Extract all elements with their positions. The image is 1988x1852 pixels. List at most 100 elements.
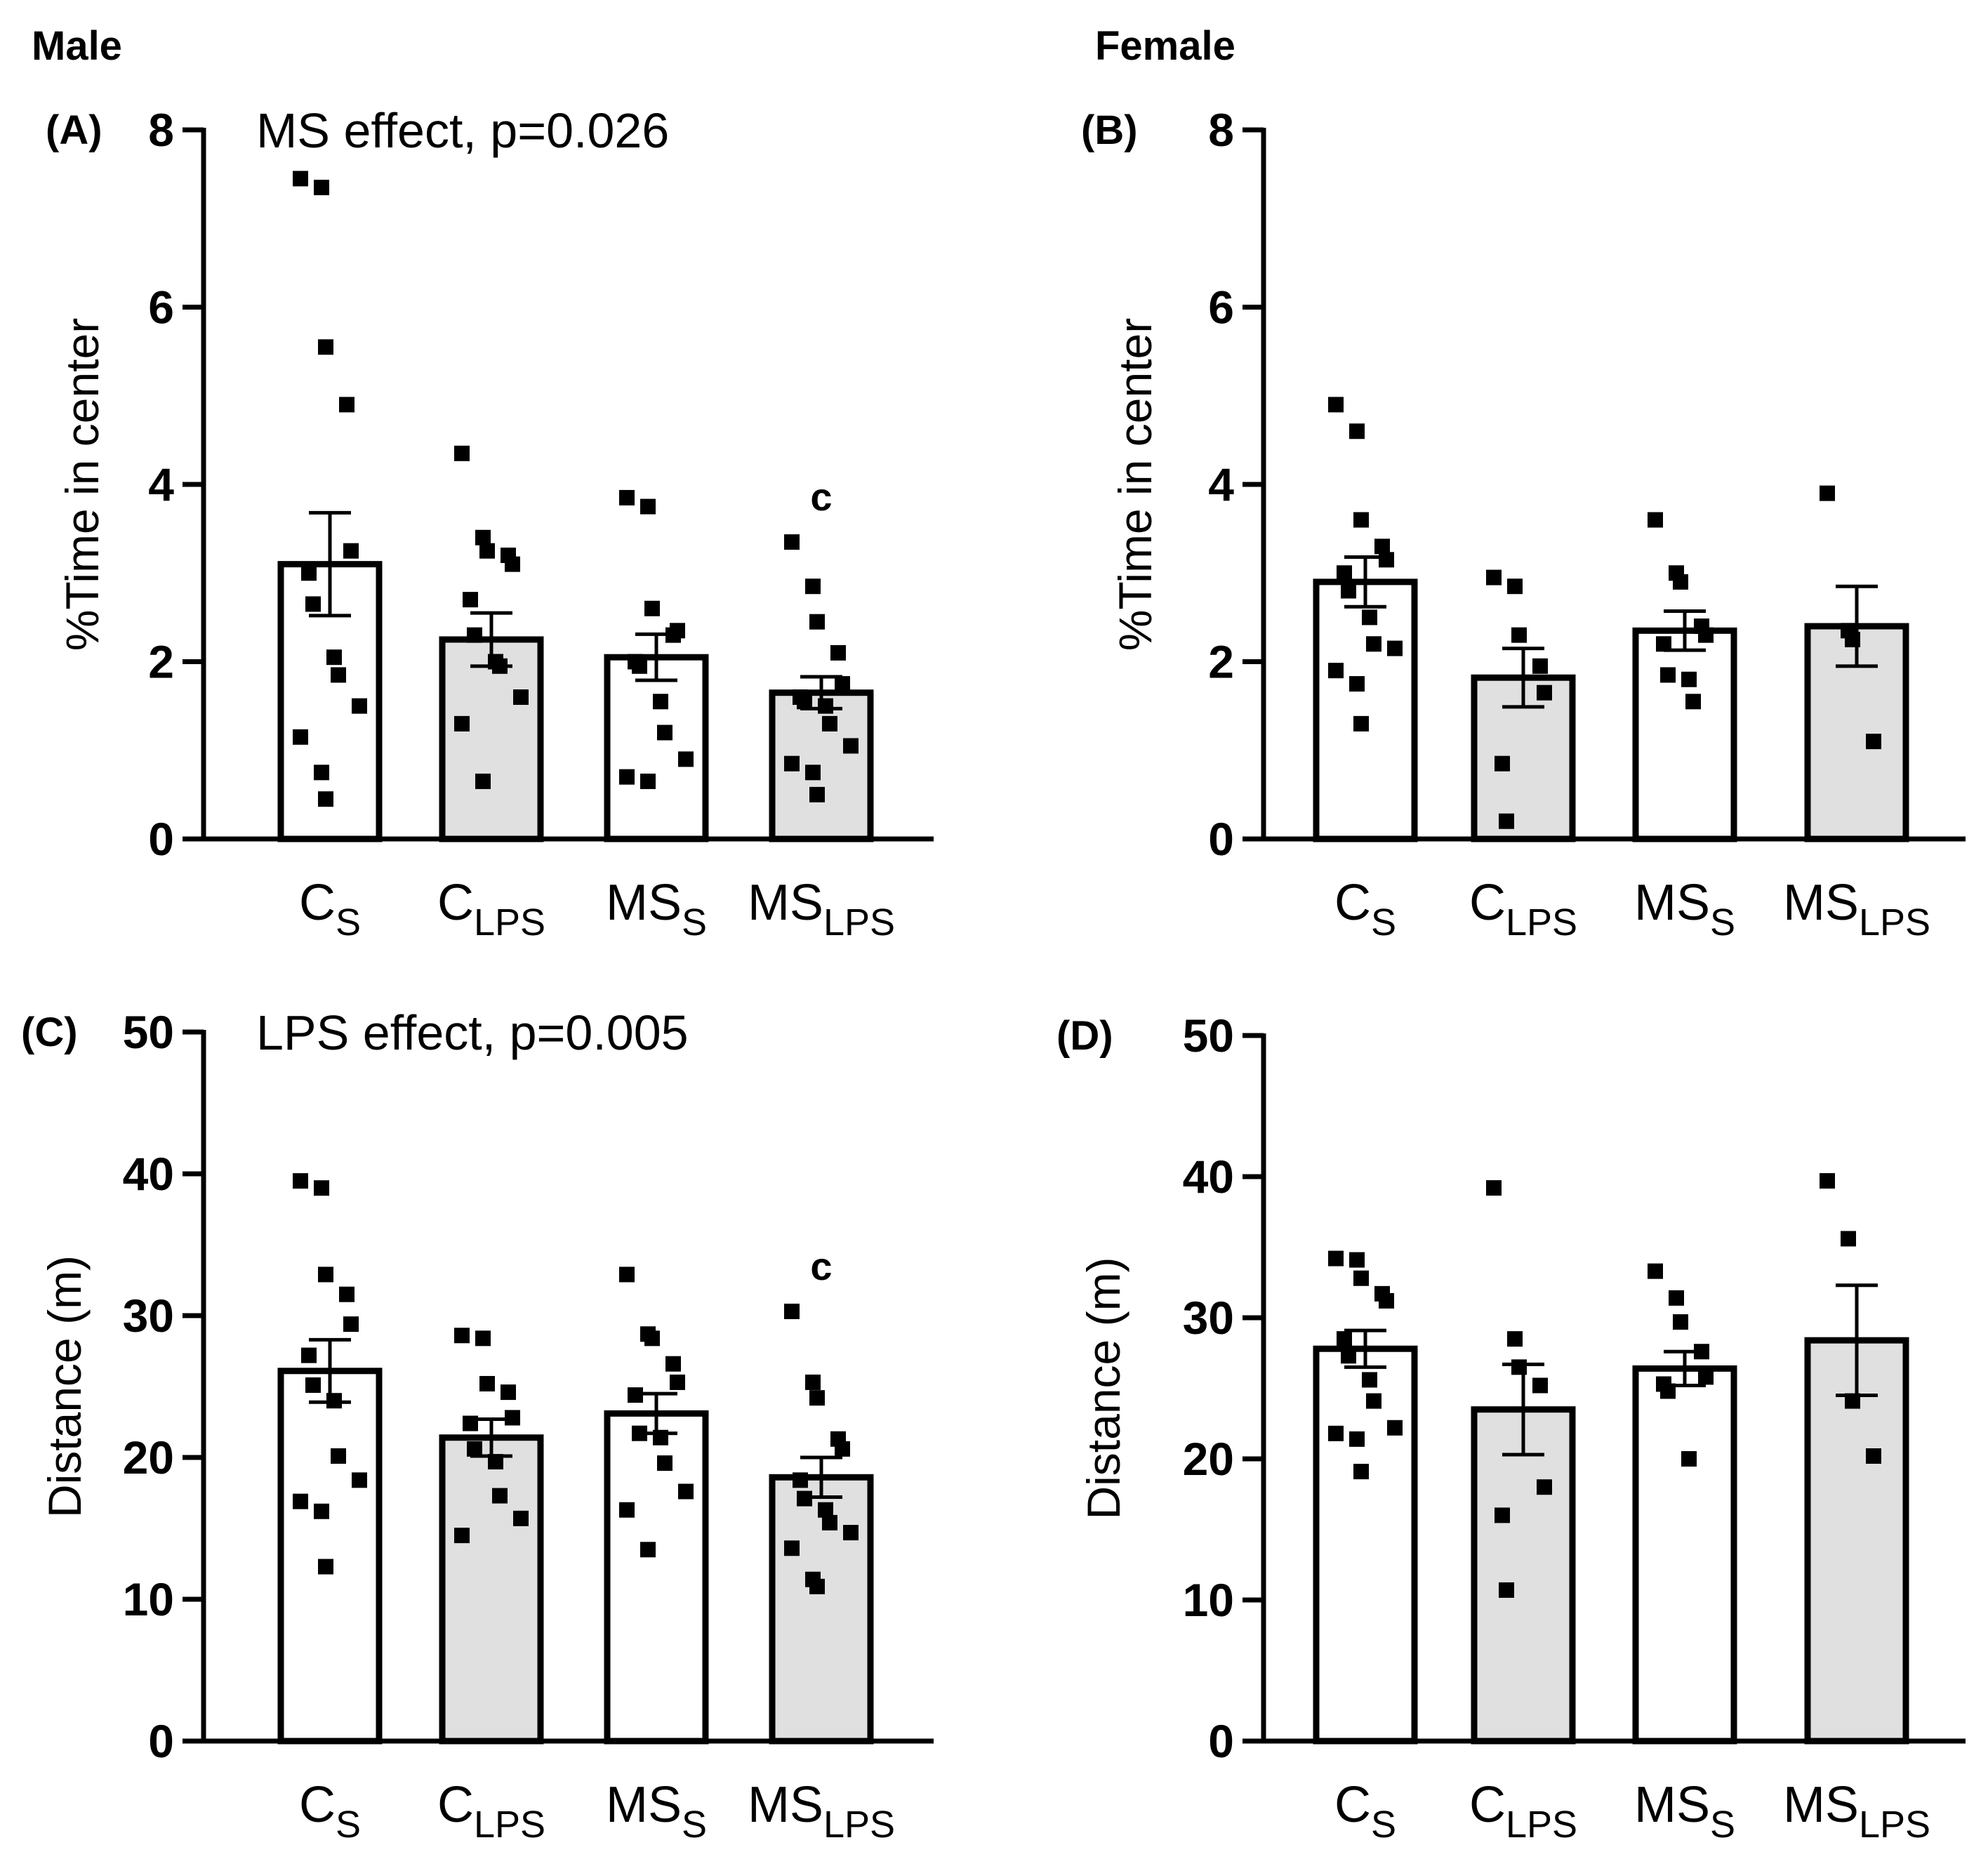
data-point bbox=[1537, 684, 1552, 701]
y-axis-label: %Time in center bbox=[1109, 318, 1161, 651]
data-point bbox=[1669, 1290, 1684, 1306]
panel-b: (B) %Time in center 0 2 4 6 8 CS CLPS MSS MSLPS bbox=[1081, 104, 1966, 944]
data-point bbox=[644, 600, 660, 616]
data-point bbox=[1495, 1507, 1510, 1523]
y-tick-label: 40 bbox=[123, 1148, 174, 1200]
data-point bbox=[326, 649, 342, 666]
data-point bbox=[1656, 636, 1671, 652]
bar bbox=[439, 1434, 544, 1745]
data-point bbox=[488, 1454, 503, 1470]
data-point bbox=[805, 1374, 821, 1390]
effect-annotation: LPS effect, p=0.005 bbox=[256, 1005, 689, 1060]
x-category-label: CLPS bbox=[437, 1777, 545, 1846]
data-point bbox=[318, 791, 333, 807]
panel-label: (C) bbox=[21, 1010, 78, 1055]
data-point bbox=[1866, 1448, 1881, 1464]
data-point bbox=[670, 1374, 685, 1390]
significance-mark: c bbox=[810, 475, 832, 519]
bar bbox=[439, 636, 544, 842]
y-tick-label: 20 bbox=[1183, 1433, 1234, 1485]
data-point bbox=[1328, 1425, 1344, 1441]
data-point bbox=[784, 1540, 800, 1556]
y-axis-label: %Time in center bbox=[56, 318, 108, 651]
data-point bbox=[1820, 485, 1835, 501]
data-point bbox=[619, 489, 635, 505]
data-point bbox=[1820, 1173, 1835, 1189]
bar bbox=[277, 1368, 383, 1745]
data-point bbox=[665, 1356, 681, 1372]
data-point bbox=[818, 1502, 833, 1518]
data-point bbox=[628, 1387, 643, 1403]
data-point bbox=[492, 658, 508, 674]
x-category-label: MSS bbox=[1634, 875, 1735, 944]
data-point bbox=[835, 676, 850, 692]
data-point bbox=[822, 1514, 837, 1530]
data-point bbox=[314, 1503, 329, 1519]
data-point bbox=[1648, 512, 1663, 528]
bar bbox=[604, 654, 709, 842]
x-category-label: MSLPS bbox=[748, 875, 895, 944]
y-tick-label: 0 bbox=[1208, 813, 1234, 865]
data-point bbox=[475, 529, 491, 545]
bar bbox=[1313, 1345, 1418, 1745]
data-point bbox=[784, 755, 800, 772]
bar bbox=[1632, 627, 1737, 842]
data-point bbox=[818, 698, 833, 714]
data-point bbox=[1499, 813, 1514, 829]
panel-label: (D) bbox=[1056, 1013, 1113, 1059]
data-point bbox=[640, 498, 656, 515]
significance-mark: c bbox=[810, 1244, 832, 1288]
data-point bbox=[454, 715, 470, 732]
data-point bbox=[632, 658, 647, 674]
x-category-label: MSS bbox=[606, 875, 707, 944]
data-point bbox=[1353, 715, 1369, 732]
data-point bbox=[784, 1303, 800, 1319]
data-point bbox=[505, 556, 520, 572]
data-point bbox=[1349, 1431, 1365, 1447]
data-point bbox=[1349, 423, 1365, 439]
data-point bbox=[1337, 1331, 1352, 1347]
y-tick-label: 40 bbox=[1183, 1151, 1234, 1203]
data-point bbox=[632, 1425, 647, 1441]
data-point bbox=[331, 1448, 346, 1464]
y-tick-label: 50 bbox=[1183, 1010, 1234, 1061]
data-point bbox=[1845, 1393, 1860, 1409]
effect-annotation: MS effect, p=0.026 bbox=[256, 103, 669, 158]
y-tick-label: 10 bbox=[123, 1573, 174, 1625]
data-point bbox=[1362, 1372, 1377, 1388]
y-tick-label: 8 bbox=[148, 104, 174, 156]
data-point bbox=[1349, 676, 1365, 692]
y-tick-label: 2 bbox=[1208, 636, 1234, 688]
data-point bbox=[1374, 538, 1390, 555]
data-point bbox=[1532, 658, 1548, 674]
x-category-label: MSS bbox=[1634, 1777, 1735, 1846]
data-point bbox=[505, 1410, 520, 1426]
data-point bbox=[339, 1286, 354, 1302]
panel-d: (D) Distance (m) 0 10 20 30 40 50 CS CLPS MSS MSLPS bbox=[1056, 1010, 1966, 1846]
data-point bbox=[1507, 578, 1523, 595]
x-category-label: CS bbox=[1334, 875, 1396, 944]
data-point bbox=[640, 1542, 656, 1558]
data-point bbox=[1511, 1359, 1527, 1375]
data-point bbox=[475, 1330, 491, 1347]
data-point bbox=[1499, 1582, 1514, 1598]
y-tick-label: 6 bbox=[1208, 282, 1234, 333]
data-point bbox=[1681, 1451, 1697, 1467]
data-point bbox=[830, 644, 846, 661]
panel-c: (C) LPS effect, p=0.005 Distance (m) 0 10 20 3… bbox=[21, 1005, 934, 1846]
data-point bbox=[1486, 569, 1502, 586]
data-point bbox=[1694, 1344, 1709, 1360]
data-point bbox=[797, 694, 812, 710]
data-point bbox=[653, 694, 668, 710]
data-point bbox=[513, 689, 529, 705]
x-category-label: CLPS bbox=[437, 875, 545, 944]
data-point bbox=[301, 565, 317, 581]
data-point bbox=[318, 1266, 333, 1283]
data-point bbox=[1841, 1231, 1856, 1247]
y-axis-label: Distance (m) bbox=[1078, 1257, 1129, 1519]
data-point bbox=[657, 1455, 672, 1471]
y-tick-label: 0 bbox=[148, 813, 174, 865]
data-point bbox=[454, 1328, 470, 1344]
data-point bbox=[454, 445, 470, 461]
female-header: Female bbox=[1095, 23, 1235, 69]
